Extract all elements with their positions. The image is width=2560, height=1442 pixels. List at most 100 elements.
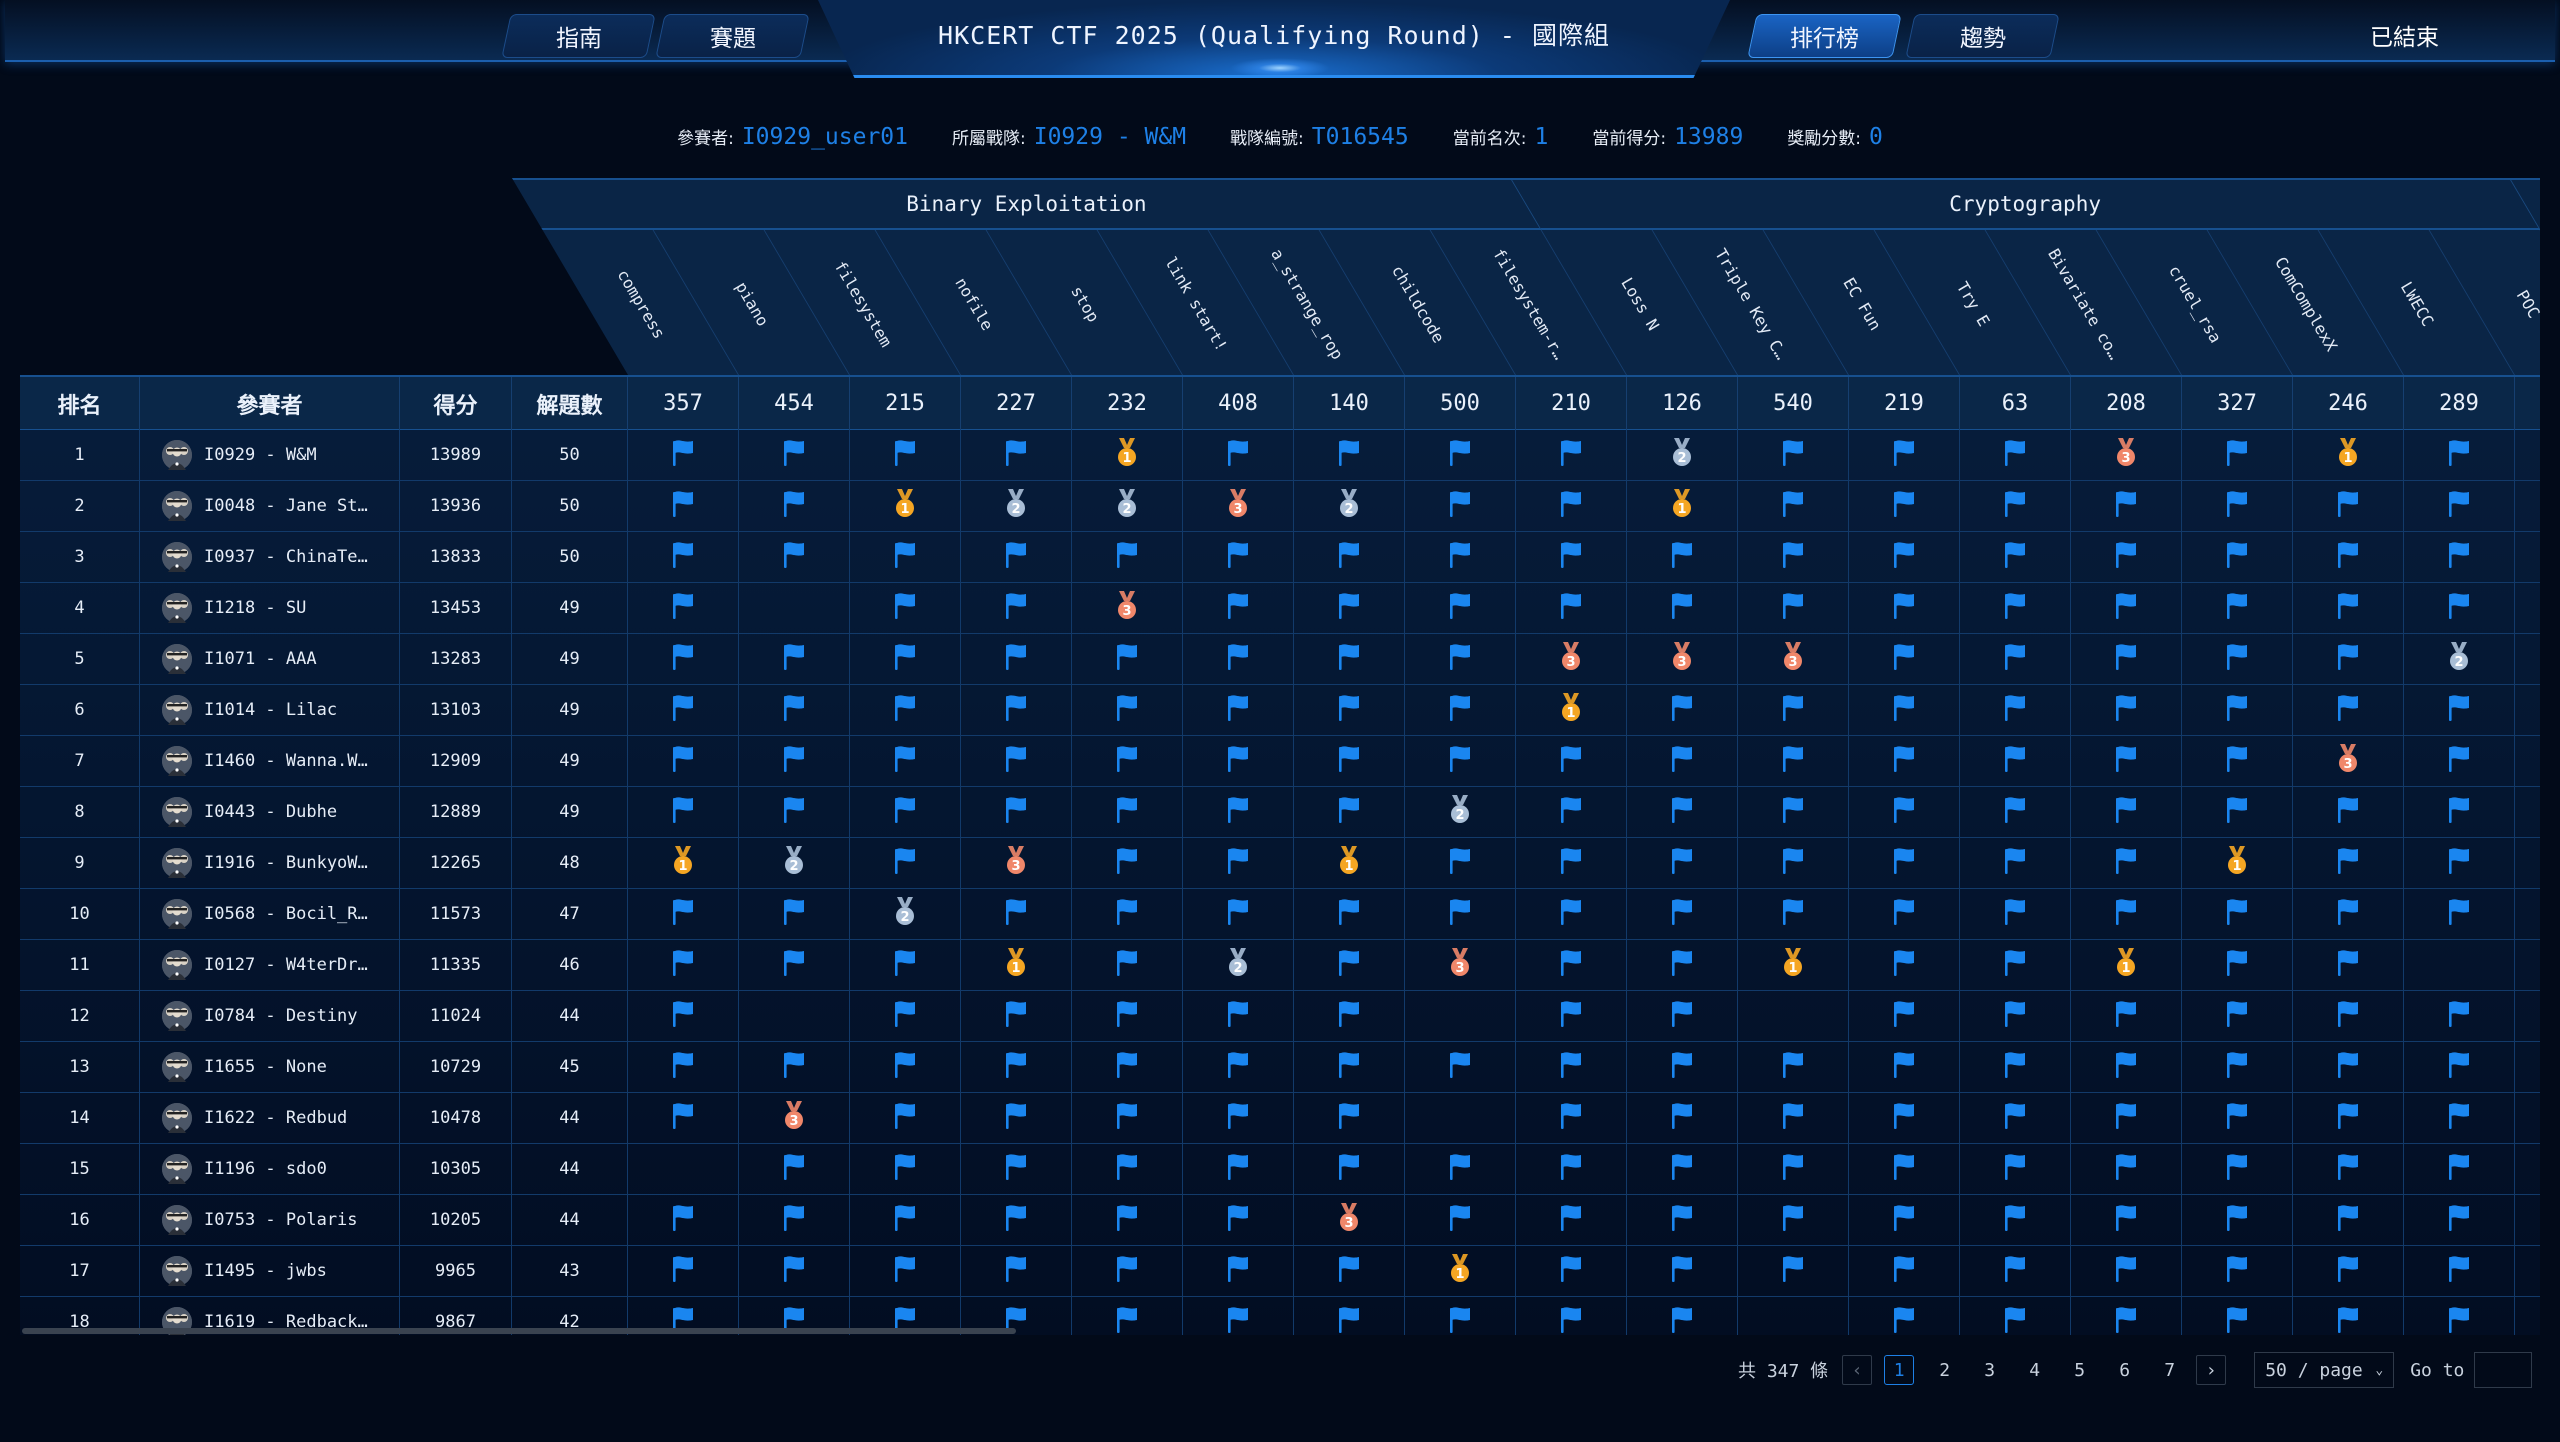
team-cell[interactable]: I0784 - Destiny: [140, 991, 400, 1041]
challenge-cell: [961, 634, 1072, 684]
page-6-button[interactable]: 6: [2119, 1359, 2131, 1381]
challenge-cell: [2515, 1042, 2540, 1092]
challenge-cell: [2404, 1042, 2515, 1092]
challenge-points: 63: [1960, 377, 2071, 430]
gold-medal-icon: 1: [1449, 1253, 1471, 1289]
challenge-cell: [1183, 1144, 1294, 1194]
team-cell[interactable]: I0048 - Jane St…: [140, 481, 400, 531]
goto-page-input[interactable]: [2474, 1352, 2533, 1388]
challenge-cell: [1627, 1246, 1738, 1296]
team-cell[interactable]: I1218 - SU: [140, 583, 400, 633]
challenge-cell: [1183, 532, 1294, 582]
challenge-cell: [628, 1246, 739, 1296]
challenge-cell: [1405, 838, 1516, 888]
challenge-cell: [2515, 1246, 2540, 1296]
challenge-cell: [2182, 1297, 2293, 1335]
page-2-button[interactable]: 2: [1939, 1359, 1951, 1381]
challenge-cell: 3: [1738, 634, 1849, 684]
flag-icon: [672, 694, 694, 727]
score-cell: 11573: [400, 889, 512, 939]
page-3-button[interactable]: 3: [1984, 1359, 1996, 1381]
flag-icon: [2337, 1153, 2359, 1186]
solved-cell: 49: [512, 685, 628, 735]
page-5-button[interactable]: 5: [2074, 1359, 2086, 1381]
flag-icon: [2004, 949, 2026, 982]
team-cell[interactable]: I0753 - Polaris: [140, 1195, 400, 1245]
challenge-cell: [2071, 1042, 2182, 1092]
solved-cell: 49: [512, 736, 628, 786]
team-cell[interactable]: I1014 - Lilac: [140, 685, 400, 735]
bronze-medal-icon: 3: [1782, 641, 1804, 677]
table-row: 11 I0127 - W4terDr… 11335 46 1 2 3 1 1: [20, 940, 2540, 991]
challenge-cell: [1960, 1297, 2071, 1335]
nav-trends-button[interactable]: 趨勢: [1905, 14, 2060, 58]
team-cell[interactable]: I0127 - W4terDr…: [140, 940, 400, 990]
challenge-cell: [1072, 838, 1183, 888]
chevron-right-icon: ›: [2205, 1359, 2217, 1381]
challenge-cell: [1960, 1246, 2071, 1296]
team-cell[interactable]: I0929 - W&M: [140, 430, 400, 480]
flag-icon: [2115, 1255, 2137, 1288]
challenge-cell: [628, 787, 739, 837]
challenge-cell: [2515, 1144, 2540, 1194]
challenge-cell: [1294, 1297, 1405, 1335]
pagination: 共 347 條 ‹ 1 2 3 4 5 6 7 › 50 / page ⌄ Go to: [1738, 1352, 2533, 1388]
challenge-cell: [2404, 430, 2515, 480]
challenge-cell: [2071, 889, 2182, 939]
challenge-cell: 3: [739, 1093, 850, 1143]
solved-cell: 46: [512, 940, 628, 990]
competition-status: 已結束: [2370, 25, 2439, 51]
team-cell[interactable]: I1916 - BunkyoW…: [140, 838, 400, 888]
team-cell[interactable]: I1460 - Wanna.W…: [140, 736, 400, 786]
gold-medal-icon: 1: [1782, 947, 1804, 983]
flag-icon: [1560, 1255, 1582, 1288]
prev-page-button[interactable]: ‹: [1842, 1355, 1873, 1385]
flag-icon: [2004, 490, 2026, 523]
flag-icon: [1116, 796, 1138, 829]
challenge-cell: [2404, 889, 2515, 939]
team-name: I1619 - Redback…: [204, 1312, 368, 1332]
flag-icon: [2337, 847, 2359, 880]
rank-cell: 11: [20, 940, 140, 990]
flag-icon: [2337, 1051, 2359, 1084]
challenge-cell: [1960, 787, 2071, 837]
category-label: Binary Exploitation: [906, 192, 1147, 216]
challenge-cell: 3: [1516, 634, 1627, 684]
nav-challenges-button[interactable]: 賽題: [655, 14, 810, 58]
challenge-cell: [1183, 634, 1294, 684]
nav-leaderboard-button[interactable]: 排行榜: [1747, 14, 1902, 58]
next-page-button[interactable]: ›: [2196, 1355, 2227, 1385]
challenge-cell: [2404, 1297, 2515, 1335]
flag-icon: [1116, 1306, 1138, 1336]
flag-icon: [1671, 1204, 1693, 1237]
team-cell[interactable]: I1622 - Redbud: [140, 1093, 400, 1143]
team-cell[interactable]: I1071 - AAA: [140, 634, 400, 684]
flag-icon: [672, 1051, 694, 1084]
challenge-cell: [1405, 1195, 1516, 1245]
team-cell[interactable]: I0568 - Bocil_R…: [140, 889, 400, 939]
solved-cell: 50: [512, 430, 628, 480]
page-size-select[interactable]: 50 / page ⌄: [2254, 1352, 2395, 1388]
page-7-button[interactable]: 7: [2164, 1359, 2176, 1381]
flag-icon: [2448, 1255, 2470, 1288]
team-cell[interactable]: I1196 - sdo0: [140, 1144, 400, 1194]
team-name: I1196 - sdo0: [204, 1159, 327, 1179]
challenge-cell: [1183, 838, 1294, 888]
nav-leaderboard-label: 排行榜: [1790, 26, 1859, 52]
team-cell[interactable]: I1655 - None: [140, 1042, 400, 1092]
challenge-name: ComComplexX: [2270, 253, 2341, 354]
page-4-button[interactable]: 4: [2029, 1359, 2041, 1381]
challenge-cell: [2404, 1246, 2515, 1296]
flag-icon: [2115, 847, 2137, 880]
page-1-button[interactable]: 1: [1884, 1355, 1915, 1385]
nav-guide-button[interactable]: 指南: [501, 14, 656, 58]
title-glow: [1230, 58, 1330, 78]
challenge-cell: [1405, 1144, 1516, 1194]
challenge-cell: 3: [1183, 481, 1294, 531]
team-cell[interactable]: I0937 - ChinaTe…: [140, 532, 400, 582]
team-cell[interactable]: I1495 - jwbs: [140, 1246, 400, 1296]
team-cell[interactable]: I0443 - Dubhe: [140, 787, 400, 837]
horizontal-scrollbar[interactable]: [22, 1328, 1016, 1334]
avatar: [162, 1103, 192, 1133]
avatar: [162, 593, 192, 623]
